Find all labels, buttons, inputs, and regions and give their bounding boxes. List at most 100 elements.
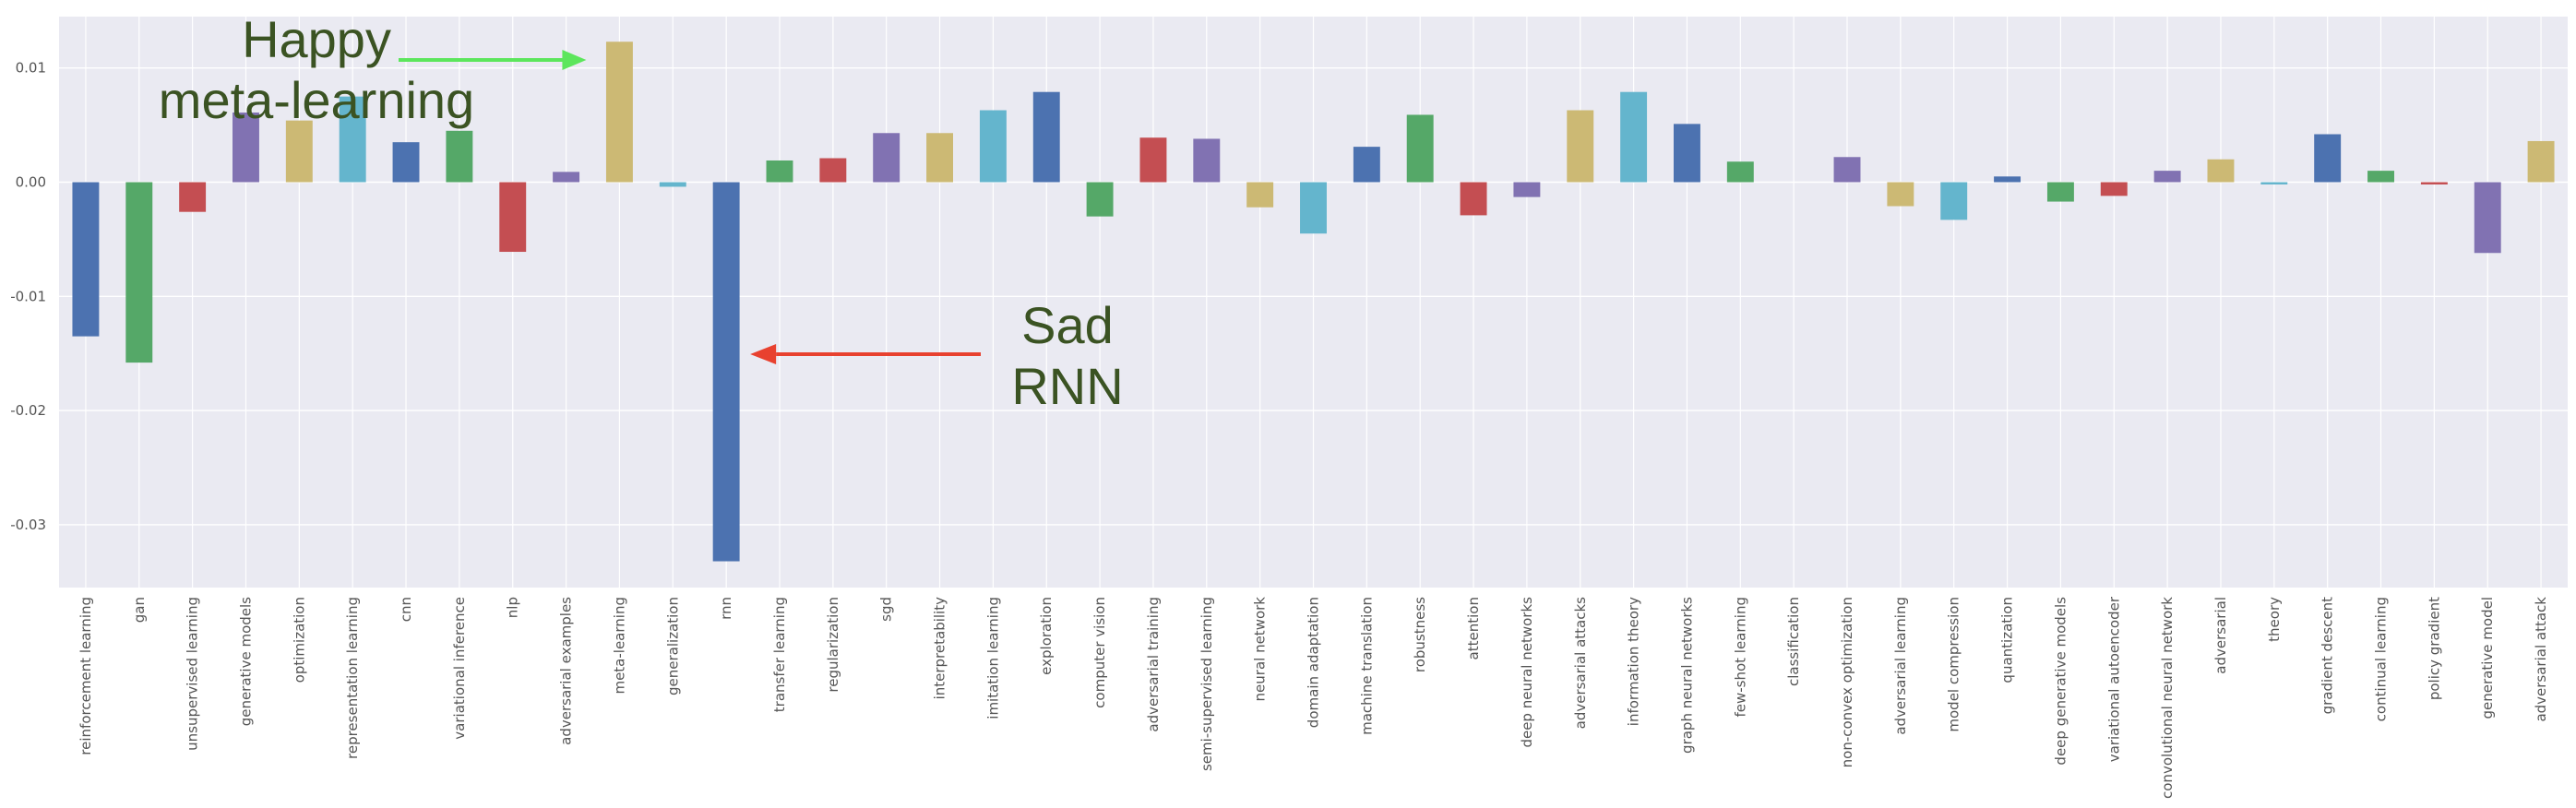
x-tick-label: gan	[131, 597, 148, 623]
bar-representation-learning	[339, 96, 366, 183]
x-tick-label: computer vision	[1091, 597, 1108, 708]
x-tick-label: adversarial examples	[558, 597, 575, 745]
bar-imitation-learning	[979, 110, 1007, 183]
bar-reinforcement-learning	[72, 182, 100, 337]
y-axis-ticks: 0.01 0.00 -0.01 -0.02 -0.03	[10, 60, 46, 533]
grid-lines	[59, 17, 2568, 588]
x-tick-label: representation learning	[344, 597, 361, 759]
x-tick-label: rnn	[718, 597, 734, 620]
x-tick-label: exploration	[1038, 597, 1055, 675]
x-tick-label: variational autoencoder	[2105, 596, 2122, 762]
x-tick-label: quantization	[1999, 597, 2016, 683]
bar-deep-neural-networks	[1513, 182, 1541, 197]
x-tick-label: meta-learning	[611, 597, 627, 695]
bar-variational-autoencoder	[2100, 182, 2128, 196]
bar-transfer-learning	[766, 160, 793, 183]
bar-sgd	[873, 133, 900, 183]
x-tick-label: adversarial attack	[2533, 597, 2549, 722]
x-tick-label: attention	[1465, 597, 1482, 659]
x-tick-label: information theory	[1626, 597, 1642, 726]
x-tick-label: deep neural networks	[1519, 597, 1535, 748]
bar-computer-vision	[1086, 182, 1114, 217]
bar-quantization	[1994, 176, 2021, 183]
bar-convolutional-neural-network	[2153, 171, 2181, 183]
bar-policy-gradient	[2420, 182, 2448, 184]
x-tick-label: deep generative models	[2052, 597, 2069, 766]
x-tick-label: nlp	[505, 597, 521, 618]
annotation-arrowhead-happy	[562, 50, 587, 70]
x-tick-label: cnn	[398, 597, 414, 622]
x-tick-label: convolutional neural network	[2159, 597, 2176, 799]
bar-nlp	[499, 182, 527, 253]
x-axis-labels: reinforcement learning gan unsupervised le…	[78, 596, 2549, 799]
x-tick-label: imitation learning	[984, 597, 1001, 719]
x-tick-label: sgd	[878, 597, 895, 622]
bar-domain-adaptation	[1300, 182, 1327, 234]
bar-generative-model	[2474, 182, 2501, 254]
bar-semi-supervised-learning	[1193, 138, 1221, 183]
x-tick-label: generalization	[664, 597, 681, 695]
bar-gan	[125, 182, 153, 363]
bar-adversarial-examples	[553, 172, 580, 183]
annotation-happy-line-1: Happy	[242, 10, 391, 68]
bar-non-convex-optimization	[1833, 157, 1861, 183]
annotation-arrowhead-sad	[750, 344, 777, 364]
bar-rnn	[712, 182, 740, 562]
bars	[72, 42, 2555, 562]
bar-attention	[1460, 182, 1487, 216]
x-tick-label: neural network	[1252, 597, 1269, 702]
bar-information-theory	[1620, 91, 1648, 183]
bar-few-shot-learning	[1726, 161, 1754, 183]
bar-generative-models	[233, 112, 259, 183]
x-tick-label: robustness	[1412, 597, 1428, 672]
x-tick-label: generative model	[2479, 597, 2496, 719]
bar-adversarial-attack	[2527, 140, 2555, 183]
bar-unsupervised-learning	[179, 182, 207, 212]
x-tick-label: gradient descent	[2320, 597, 2336, 715]
x-tick-label: unsupervised learning	[185, 597, 201, 751]
x-tick-label: theory	[2266, 597, 2283, 642]
y-tick-label: 0.00	[16, 174, 46, 191]
x-tick-label: optimization	[291, 597, 307, 683]
annotation-sad-line-1: Sad	[1021, 296, 1114, 354]
x-tick-label: generative models	[237, 597, 254, 726]
y-tick-label: -0.01	[10, 288, 46, 304]
x-tick-label: transfer learning	[771, 597, 788, 712]
x-tick-label: few-shot learning	[1732, 597, 1748, 718]
x-tick-label: policy gradient	[2426, 597, 2442, 700]
bar-gradient-descent	[2314, 134, 2342, 183]
y-tick-label: -0.03	[10, 517, 46, 533]
bar-deep-generative-models	[2046, 182, 2074, 202]
x-tick-label: non-convex optimization	[1839, 597, 1855, 767]
bar-variational-inference	[446, 130, 473, 183]
bar-meta-learning	[605, 42, 633, 183]
x-tick-label: adversarial	[2212, 597, 2229, 674]
x-tick-label: adversarial training	[1145, 597, 1162, 732]
x-tick-label: reinforcement learning	[78, 597, 94, 755]
bar-generalization	[659, 182, 686, 187]
bar-machine-translation	[1353, 147, 1380, 183]
x-tick-label: interpretability	[932, 597, 948, 700]
bar-continual-learning	[2367, 171, 2394, 183]
x-tick-label: machine translation	[1358, 597, 1375, 735]
x-tick-label: adversarial learning	[1892, 597, 1909, 735]
bar-exploration	[1032, 91, 1060, 183]
bar-robustness	[1406, 114, 1434, 183]
x-tick-label: graph neural networks	[1678, 597, 1695, 754]
bar-adversarial-training	[1139, 137, 1167, 183]
bar-neural-network	[1246, 182, 1274, 208]
bar-graph-neural-networks	[1673, 124, 1700, 183]
bar-optimization	[285, 120, 313, 183]
bar-adversarial-learning	[1887, 182, 1914, 207]
bar-interpretability	[926, 133, 954, 183]
bar-adversarial-attacks	[1567, 110, 1594, 183]
bar-model-compression	[1940, 182, 1968, 220]
x-tick-label: domain adaptation	[1306, 597, 1322, 728]
bar-theory	[2260, 182, 2288, 184]
bar-adversarial	[2207, 159, 2235, 183]
y-tick-label: -0.02	[10, 402, 46, 419]
x-tick-label: semi-supervised learning	[1199, 597, 1215, 771]
bar-cnn	[392, 142, 420, 183]
